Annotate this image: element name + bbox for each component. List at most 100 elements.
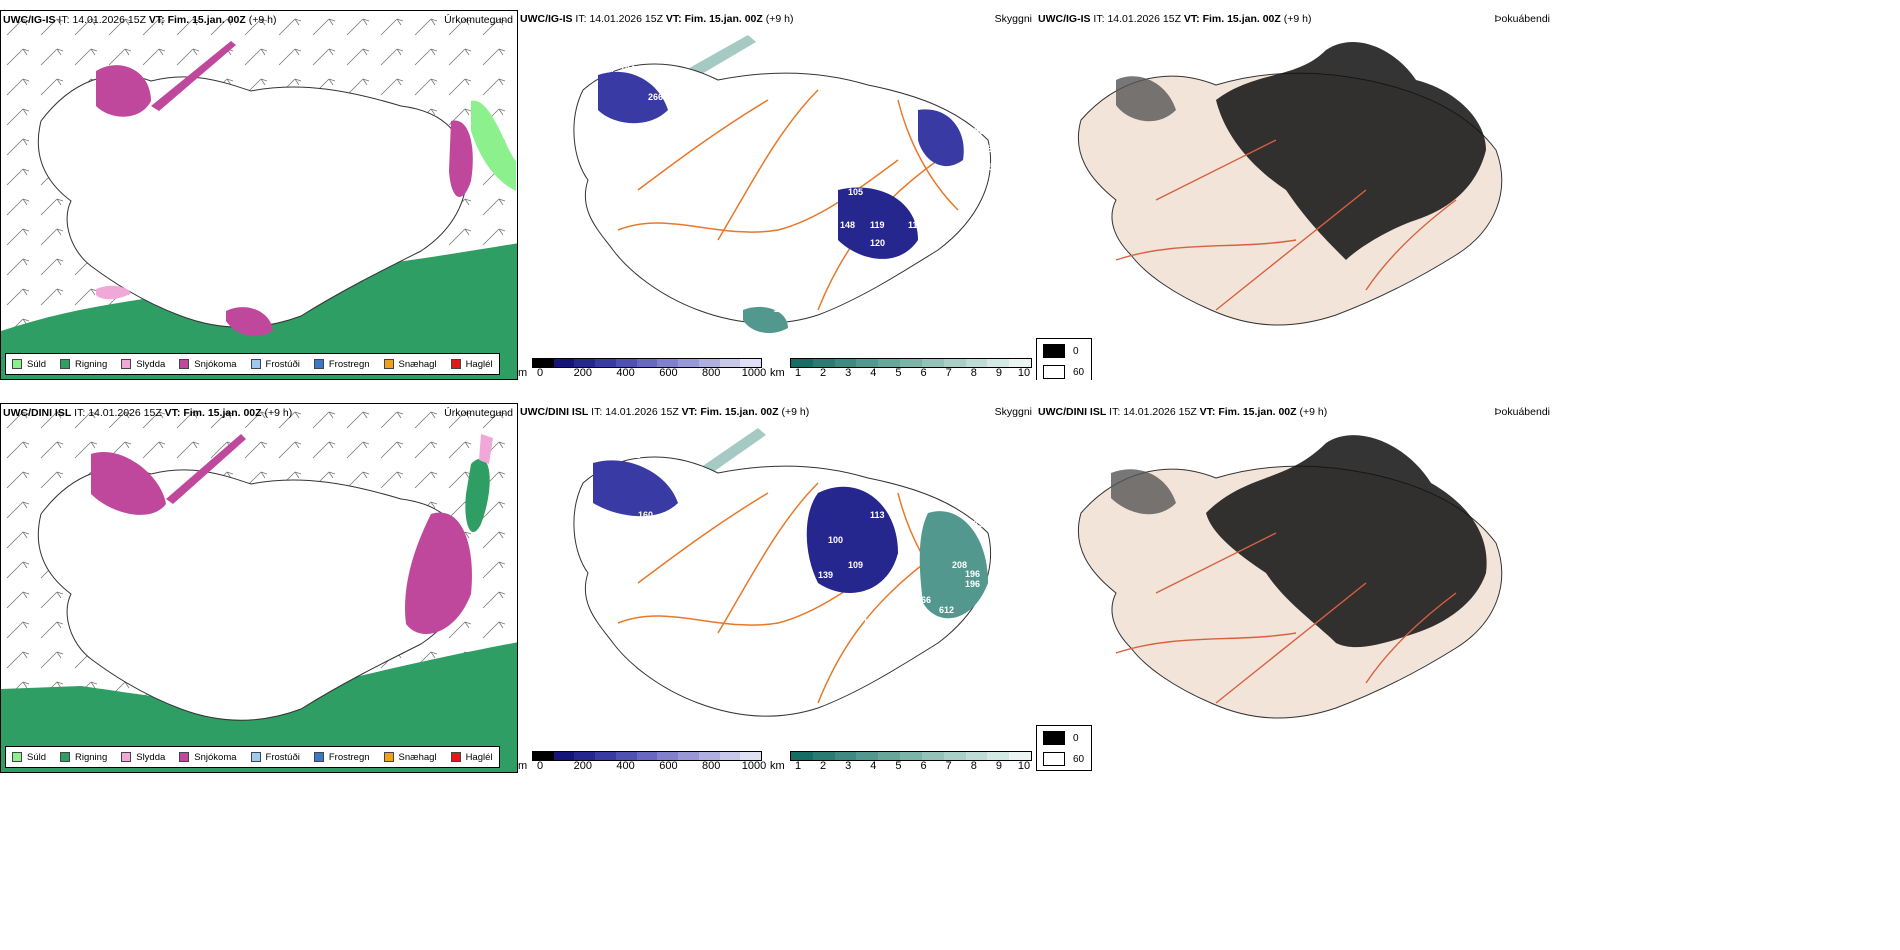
cloud-header-bottom: UWC/DINI ISL IT: 14.01.2026 15Z VT: Fim.… — [520, 406, 809, 418]
legend-label: Frostregn — [328, 751, 370, 763]
vt-value: Fim. 15.jan. 00Z — [1218, 406, 1297, 418]
precip-legend-bottom: Súld Rigning Slydda Snjókoma Frostúði Frostre… — [5, 746, 500, 768]
it-value: 14.01.2026 15Z — [1107, 13, 1181, 25]
visibility-colorbar-top: km 1 2 3 4 5 6 7 8 9 10 — [770, 358, 1036, 380]
it-label: IT: — [1109, 406, 1121, 418]
fog-legend-bottom: 0 60 — [1036, 725, 1092, 771]
low-ceiling-area-northwest — [593, 460, 678, 517]
cloud-base-label: 75 — [920, 210, 930, 220]
fog-legend-label-0: 0 — [1073, 733, 1079, 744]
cloud-base-label: 160 — [638, 510, 653, 520]
legend-item-slydda: Slydda — [121, 359, 165, 370]
legend-item-haglél: Haglél — [450, 751, 493, 763]
model-name: UWC/IG-IS — [3, 14, 56, 26]
cloud-base-label: 257 — [973, 519, 988, 529]
visibility-area-south — [743, 306, 788, 334]
colorbar-bin — [740, 752, 762, 760]
cloud-base-label: 133 — [676, 485, 691, 495]
legend-swatch — [383, 752, 394, 762]
colorbar-tick: 2 — [820, 367, 827, 379]
colorbar-tick: 6 — [920, 760, 927, 772]
legend-label: Rigning — [75, 751, 108, 763]
colorbar-bin — [900, 359, 922, 367]
it-label: IT: — [74, 407, 86, 419]
legend-label: Snæhagl — [398, 751, 437, 763]
drizzle-area-east — [471, 100, 516, 191]
road-network — [1115, 139, 1457, 311]
cloud-base-label: 148 — [840, 220, 855, 230]
legend-item-snjókoma: Snjókoma — [179, 359, 237, 370]
colorbar-bin — [574, 752, 596, 760]
low-visibility-area-east — [919, 511, 988, 619]
cloud-base-label: 196 — [965, 579, 980, 589]
colorbar-tick: 10 — [1017, 760, 1031, 772]
colorbar-bin — [595, 359, 616, 367]
legend-label: Súld — [27, 751, 47, 763]
colorbar-tick: 0 — [536, 367, 544, 379]
precip-type-panel-top: UWC/IG-IS IT: 14.01.2026 15Z VT: Fim. 15… — [0, 10, 518, 380]
legend-item-snæhagl: Snæhagl — [383, 359, 437, 370]
vt-value: Fim. 15.jan. 00Z — [700, 406, 779, 418]
cloud-base-label: 117 — [658, 142, 673, 152]
colorbar-bin — [615, 359, 637, 367]
colorbar-bin — [678, 359, 699, 367]
it-value: 14.01.2026 15Z — [605, 406, 679, 418]
ceiling-colorbar-bottom: m 0 200 400 600 800 1000 — [518, 751, 766, 773]
cloud-base-label: 150 — [969, 126, 984, 136]
legend-item-snjókoma: Snjókoma — [179, 751, 237, 763]
colorbar-bin — [553, 752, 575, 760]
colorbar-tick: 10 — [1017, 367, 1031, 379]
colorbar-strip — [790, 751, 1032, 761]
precip-type-panel-bottom: UWC/DINI ISL IT: 14.01.2026 15Z VT: Fim.… — [0, 403, 518, 773]
fog-legend-black — [1043, 731, 1065, 745]
colorbar-bin — [791, 752, 813, 760]
low-ceiling-area-northwest — [598, 71, 668, 124]
ceiling-colorbar-top: m 0 200 400 600 800 1000 — [518, 358, 766, 380]
fog-legend-label-0: 0 — [1073, 346, 1079, 357]
road-network — [617, 482, 959, 704]
snow-area-northwest — [91, 452, 166, 515]
legend-label: Snjókoma — [194, 751, 237, 763]
cloud-visibility-panel-bottom: 126 112 133 160 113 100 139 109 196 207 257 208 196 6… — [518, 403, 1036, 773]
low-ceiling-area-central-east — [806, 486, 898, 593]
colorbar-bin — [533, 359, 554, 367]
fog-header-top: UWC/IG-IS IT: 14.01.2026 15Z VT: Fim. 15… — [1038, 13, 1311, 25]
colorbar-tick: 7 — [945, 760, 952, 772]
legend-swatch — [60, 752, 71, 762]
cloud-base-label: 120 — [870, 238, 885, 248]
fog-header-bottom: UWC/DINI ISL IT: 14.01.2026 15Z VT: Fim.… — [1038, 406, 1327, 418]
precip-type-map-top — [1, 11, 517, 379]
legend-label: Rigning — [75, 358, 108, 370]
lead-time: (+9 h) — [781, 406, 810, 418]
colorbar-bin — [812, 752, 835, 760]
colorbar-unit: m — [518, 367, 528, 379]
it-value: 14.01.2026 15Z — [72, 14, 146, 26]
cloud-base-label: 109 — [848, 560, 863, 570]
model-name: UWC/DINI ISL — [3, 407, 72, 419]
fog-area-northwest — [1116, 76, 1176, 122]
snow-area-south — [226, 307, 273, 337]
legend-swatch — [12, 359, 22, 369]
model-name: UWC/DINI ISL — [520, 406, 589, 418]
cloud-base-label: 207 — [969, 489, 984, 499]
snow-area-east — [405, 512, 472, 634]
snow-area-northwest — [96, 65, 151, 117]
legend-swatch — [383, 359, 394, 369]
legend-label: Haglél — [465, 751, 493, 763]
cloud-header-top: UWC/IG-IS IT: 14.01.2026 15Z VT: Fim. 15… — [520, 13, 793, 25]
colorbar-tick: 600 — [659, 367, 678, 379]
cloud-base-label: 113 — [870, 510, 885, 520]
colorbar-bin — [878, 359, 901, 367]
colorbar-bin — [615, 752, 637, 760]
colorbar-bin — [698, 359, 720, 367]
colorbar-bin — [553, 359, 575, 367]
colorbar-tick: 800 — [702, 367, 721, 379]
colorbar-tick: 800 — [702, 760, 721, 772]
colorbar-tick: 400 — [616, 760, 635, 772]
colorbar-bin — [856, 752, 879, 760]
colorbar-tick: 8 — [970, 367, 977, 379]
vt-label: VT: — [681, 406, 698, 418]
legend-item-slydda: Slydda — [121, 752, 165, 763]
colorbar-unit: m — [518, 760, 528, 772]
